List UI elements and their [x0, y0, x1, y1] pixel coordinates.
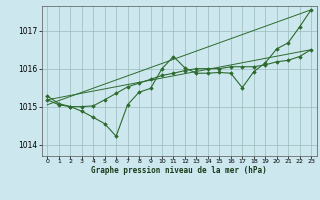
X-axis label: Graphe pression niveau de la mer (hPa): Graphe pression niveau de la mer (hPa) [91, 166, 267, 175]
